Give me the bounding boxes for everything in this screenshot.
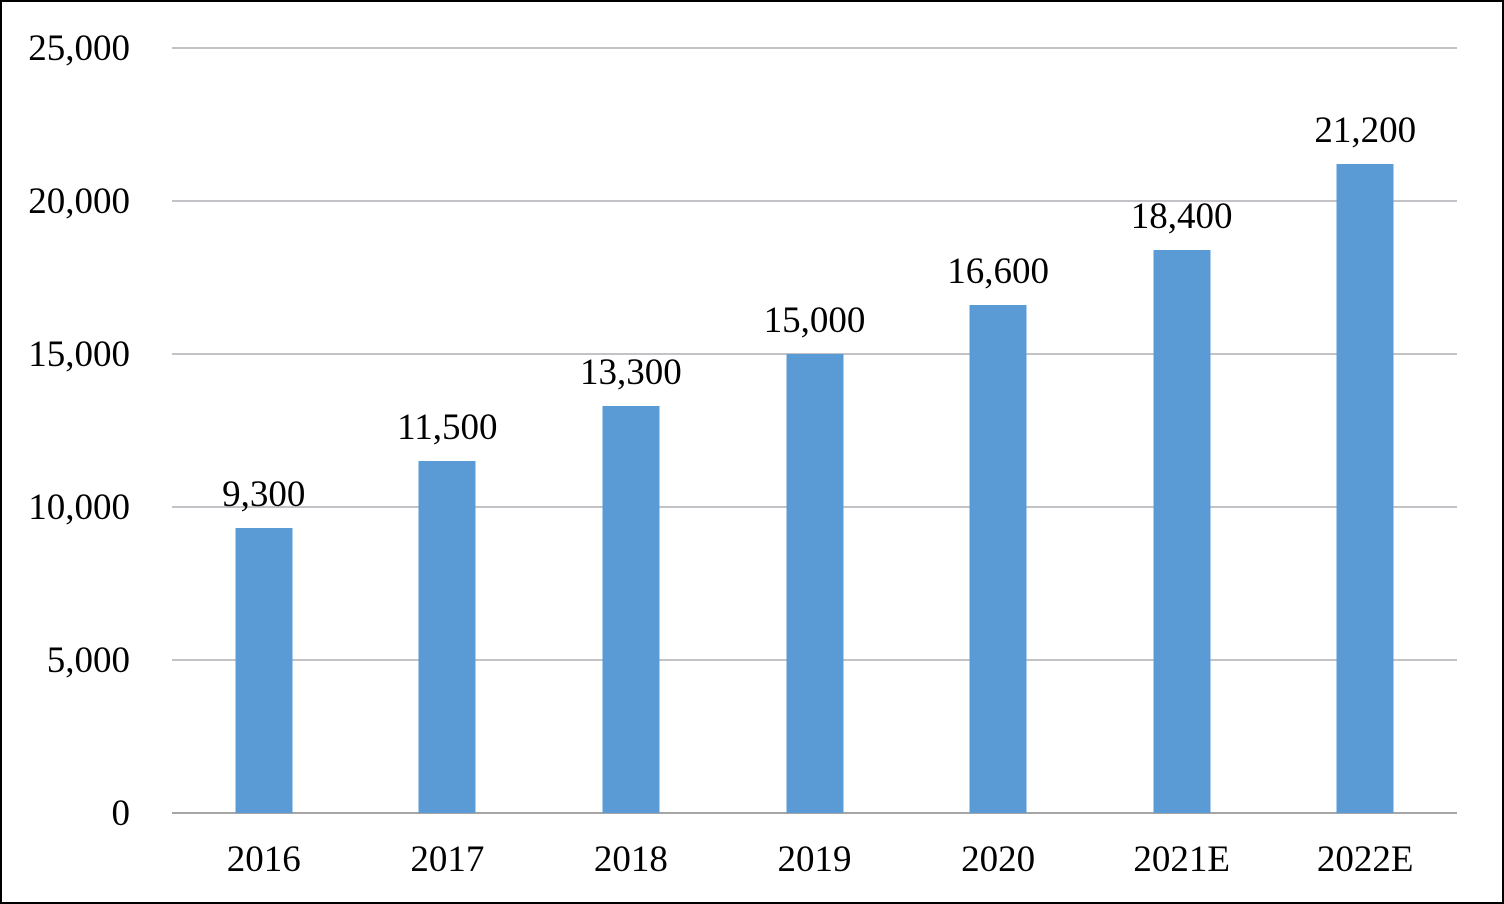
x-tick-label: 2016: [226, 839, 301, 880]
bar-value-label: 11,500: [397, 407, 498, 449]
plot-area: 0 5,000 10,000 15,000 20,000 25,000 9,300 2016 1…: [28, 30, 1457, 878]
bar-value-label: 15,000: [763, 300, 866, 341]
y-tick-label: 5,000: [46, 639, 130, 681]
bar-2021e: [1153, 249, 1211, 813]
bar-2019: [786, 354, 843, 813]
gridline: [172, 200, 1457, 202]
x-tick-label: 2018: [593, 839, 668, 880]
bar-2016: [235, 528, 293, 813]
x-tick-label: 2021E: [1133, 839, 1230, 880]
y-tick-label: 20,000: [28, 180, 130, 222]
bar-value-label: 21,200: [1314, 110, 1417, 152]
y-tick-label: 15,000: [28, 333, 130, 375]
x-tick-label: 2020: [961, 839, 1036, 880]
y-tick-label: 0: [111, 792, 131, 834]
bar-2018: [602, 406, 660, 813]
y-tick-label: 25,000: [28, 27, 130, 69]
bar-2020: [969, 305, 1027, 813]
bar-value-label: 13,300: [580, 352, 682, 394]
bar-value-label: 9,300: [222, 474, 306, 516]
bar-value-label: 16,600: [947, 251, 1049, 293]
gridline: [172, 47, 1457, 49]
x-tick-label: 2022E: [1316, 839, 1414, 880]
x-tick-label: 2017: [410, 839, 485, 880]
x-tick-label: 2019: [777, 839, 852, 880]
bar-value-label: 18,400: [1130, 195, 1233, 237]
bar-2022e: [1336, 164, 1394, 813]
x-axis-line: [172, 812, 1457, 814]
y-tick-label: 10,000: [28, 486, 130, 528]
bar-2017: [418, 461, 476, 813]
